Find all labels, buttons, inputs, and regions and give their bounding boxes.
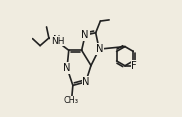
Text: N: N (82, 77, 90, 87)
Text: H: H (55, 38, 62, 47)
Text: NH: NH (51, 37, 64, 46)
Text: N: N (96, 44, 103, 54)
Text: N: N (81, 30, 89, 40)
Text: N: N (54, 35, 61, 45)
Text: N: N (63, 63, 71, 73)
Text: CH₃: CH₃ (64, 96, 79, 105)
Text: F: F (131, 61, 137, 71)
